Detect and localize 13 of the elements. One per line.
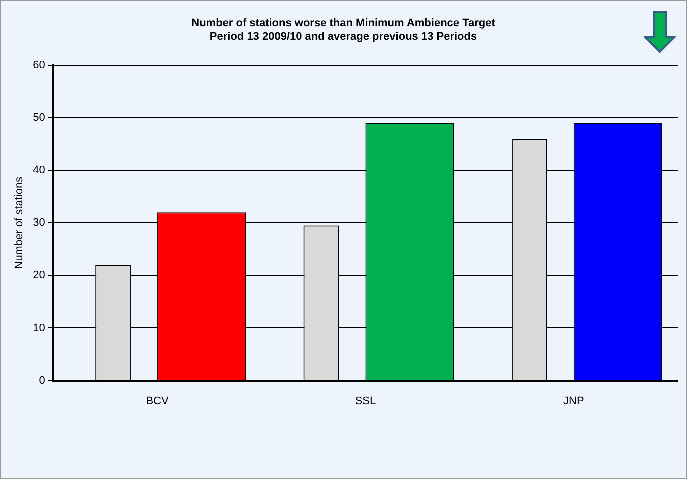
x-tick-label: SSL — [355, 395, 376, 408]
x-tick-label: BCV — [146, 395, 170, 408]
y-axis-title: Number of stations — [14, 176, 26, 270]
y-tick-label: 60 — [33, 59, 46, 72]
chart-title: Number of stations worse than Minimum Ambience Target — [192, 18, 496, 30]
chart-subtitle: Period 13 2009/10 and average previous 13 Periods — [210, 30, 478, 43]
y-tick-label: 30 — [33, 217, 46, 230]
x-tick-label: JNP — [564, 395, 584, 408]
y-tick-label: 40 — [33, 164, 46, 177]
y-tick-label: 50 — [33, 112, 46, 124]
y-tick-label: 20 — [33, 270, 46, 282]
y-tick-label: 0 — [39, 374, 46, 387]
y-tick-label: 10 — [33, 322, 46, 334]
